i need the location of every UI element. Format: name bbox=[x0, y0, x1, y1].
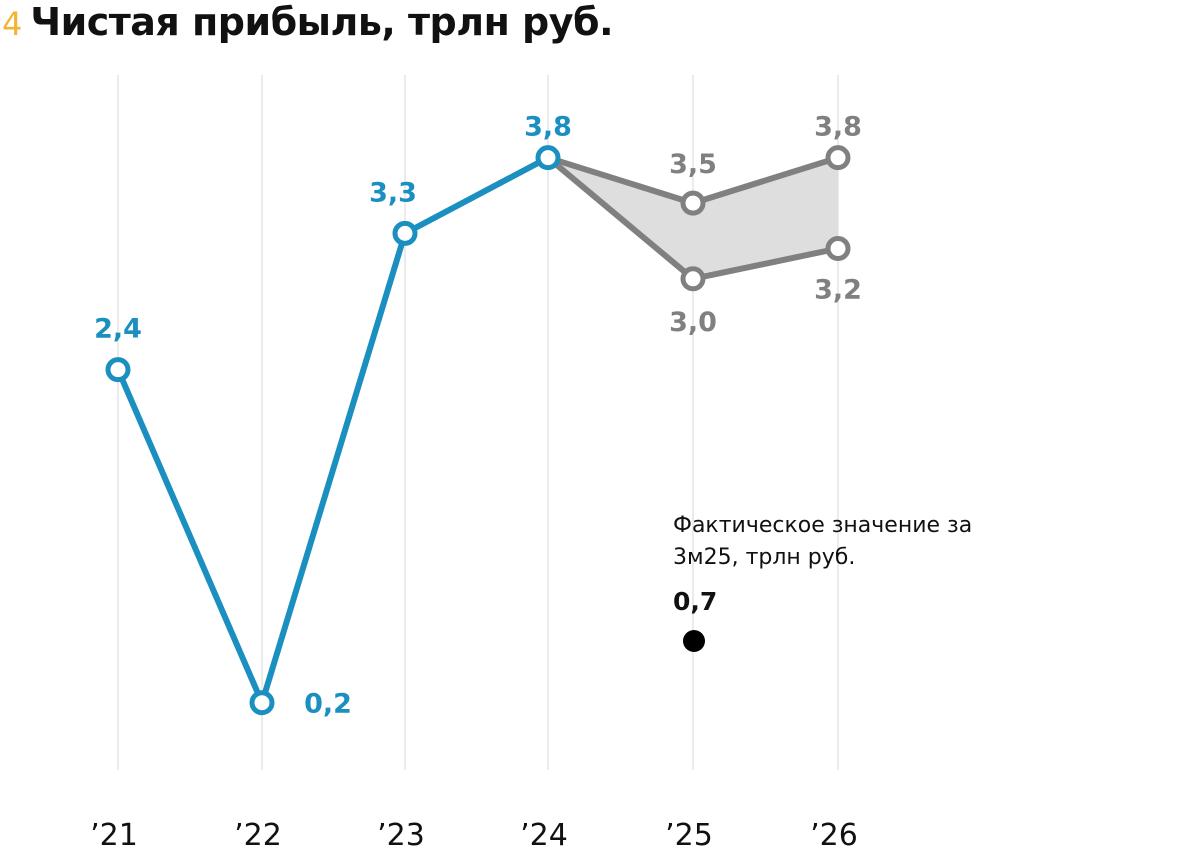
chart-title: Чистая прибыль, трлн руб. bbox=[30, 0, 614, 44]
x-tick-label-0: ’21 bbox=[90, 818, 138, 853]
annotation-value: 0,7 bbox=[673, 587, 718, 616]
data-point-0-1 bbox=[249, 690, 275, 716]
forecast-band bbox=[548, 157, 838, 279]
data-label-2-5: 3,2 bbox=[814, 275, 862, 306]
x-tick-label-1: ’22 bbox=[234, 818, 282, 853]
data-point-2-5 bbox=[825, 236, 851, 262]
x-tick-label-3: ’24 bbox=[520, 818, 568, 853]
data-label-0-3: 3,8 bbox=[524, 112, 572, 143]
actual-value-dot bbox=[683, 630, 705, 652]
data-labels: 2,4 0,2 3,3 3,8 3,5 3,8 3,0 3,2 bbox=[94, 112, 862, 720]
data-label-1-5: 3,8 bbox=[814, 112, 862, 143]
data-point-1-5 bbox=[825, 145, 851, 171]
data-point-0-0 bbox=[105, 357, 131, 383]
data-label-0-2: 3,3 bbox=[369, 177, 417, 208]
chart-title-row: 4 Чистая прибыль, трлн руб. bbox=[0, 0, 614, 52]
series-line-0 bbox=[115, 154, 551, 706]
annotation-text: Фактическое значение за 3м25, трлн руб. bbox=[673, 513, 973, 570]
data-label-2-4: 3,0 bbox=[669, 307, 717, 338]
data-label-0-0: 2,4 bbox=[94, 314, 142, 345]
chart-number: 4 bbox=[2, 5, 23, 43]
actual-value-annotation: Фактическое значение за 3м25, трлн руб. … bbox=[673, 510, 1033, 616]
forecast-range-area bbox=[548, 157, 838, 279]
data-point-1-4 bbox=[680, 190, 706, 216]
data-point-0-3 bbox=[535, 145, 561, 171]
data-label-0-1: 0,2 bbox=[304, 689, 352, 720]
data-label-1-4: 3,5 bbox=[669, 149, 717, 180]
data-points bbox=[105, 145, 851, 716]
annotation-marker bbox=[683, 630, 705, 652]
data-point-2-4 bbox=[680, 266, 706, 292]
x-axis-ticks: ’21 ’22 ’23 ’24 ’25 ’26 bbox=[90, 818, 858, 853]
data-point-0-2 bbox=[392, 220, 418, 246]
x-tick-label-2: ’23 bbox=[377, 818, 425, 853]
gridlines bbox=[117, 75, 839, 770]
x-tick-label-4: ’25 bbox=[665, 818, 713, 853]
x-tick-label-5: ’26 bbox=[810, 818, 858, 853]
